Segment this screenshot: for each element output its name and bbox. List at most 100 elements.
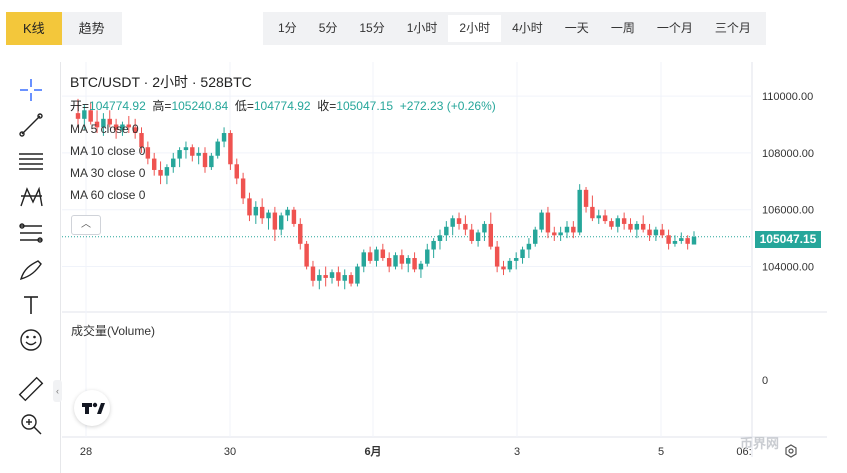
current-price-tag: 105047.15: [755, 231, 821, 248]
candle: [158, 161, 163, 185]
interval-2h[interactable]: 2小时: [448, 15, 502, 42]
candle-body: [469, 229, 474, 241]
candle-body: [336, 272, 341, 281]
candle: [666, 229, 671, 250]
candle-body: [590, 206, 595, 219]
candle-body: [386, 258, 392, 267]
legend-collapse-button[interactable]: ︿: [71, 215, 101, 235]
view-tabs: K线 趋势: [6, 12, 122, 45]
candle-body: [685, 238, 690, 244]
close-label: 收=: [317, 99, 337, 113]
low-value: 104774.92: [253, 99, 311, 113]
brush-icon[interactable]: [16, 254, 46, 284]
volume-axis-label: 0: [762, 375, 768, 387]
candle: [456, 212, 462, 230]
candle-body: [329, 272, 335, 278]
settings-gear-icon[interactable]: [784, 444, 798, 458]
candle-body: [653, 229, 659, 236]
y-tick-label: 106000.00: [762, 205, 814, 217]
candle: [126, 115, 132, 134]
y-tick-label: 108000.00: [762, 148, 814, 160]
projection-icon[interactable]: [16, 218, 46, 248]
tab-kline[interactable]: K线: [6, 12, 62, 45]
candle: [437, 229, 443, 250]
candle-body: [266, 212, 271, 219]
candle-body: [672, 240, 678, 244]
candle-body: [533, 229, 538, 244]
ruler-icon[interactable]: [16, 374, 46, 404]
interval-3mo[interactable]: 三个月: [714, 21, 751, 35]
text-icon[interactable]: [16, 290, 46, 320]
crosshair-icon[interactable]: [16, 75, 46, 105]
interval-5m[interactable]: 5分: [318, 21, 338, 35]
candle: [679, 232, 684, 244]
candle: [685, 235, 690, 250]
candle: [406, 255, 411, 273]
candle: [164, 164, 170, 185]
candle-body: [107, 118, 112, 125]
candle-body: [88, 110, 93, 122]
pattern-icon[interactable]: [16, 182, 46, 212]
candle: [482, 221, 487, 241]
candle-body: [139, 133, 144, 148]
tab-trend[interactable]: 趋势: [61, 12, 122, 45]
toolbar-collapse-handle[interactable]: ‹: [53, 380, 62, 402]
candle: [609, 218, 614, 230]
interval-1h[interactable]: 1小时: [406, 21, 438, 35]
candle: [660, 223, 665, 239]
candle-body: [482, 223, 487, 233]
candle-body: [323, 275, 328, 278]
candle: [323, 266, 328, 287]
candle-body: [628, 223, 633, 230]
candle: [196, 147, 201, 165]
y-tick-label: 104000.00: [762, 262, 814, 274]
candle-body: [634, 223, 640, 230]
candle: [336, 266, 341, 287]
candle-body: [361, 252, 366, 267]
candle-body: [615, 218, 621, 227]
interval-1mo[interactable]: 一个月: [656, 21, 693, 35]
trendline-icon[interactable]: [16, 110, 46, 140]
interval-1d[interactable]: 一天: [564, 21, 589, 35]
fib-lines-icon[interactable]: [16, 146, 46, 176]
candle: [590, 195, 595, 222]
candle-body: [577, 189, 582, 233]
high-value: 105240.84: [171, 99, 229, 113]
candle-body: [240, 178, 246, 199]
candle-body: [621, 218, 627, 224]
interval-1m[interactable]: 1分: [278, 21, 297, 35]
candle: [621, 212, 627, 230]
candle: [653, 226, 659, 241]
candle-body: [317, 275, 322, 281]
candle: [475, 229, 481, 247]
candle: [190, 144, 195, 162]
candle: [634, 221, 640, 239]
candle: [412, 252, 417, 273]
candle-body: [494, 246, 500, 267]
candle-body: [666, 235, 671, 244]
interval-1w[interactable]: 一周: [610, 21, 635, 35]
interval-15m[interactable]: 15分: [359, 21, 385, 35]
candle: [545, 206, 551, 239]
candle-body: [126, 124, 132, 128]
candle-body: [272, 212, 278, 230]
candle: [526, 238, 532, 259]
candle-body: [171, 158, 176, 168]
zoom-icon[interactable]: [16, 409, 46, 439]
candle: [494, 240, 500, 273]
interval-4h[interactable]: 4小时: [512, 21, 543, 35]
candle: [558, 226, 563, 241]
candle: [171, 152, 176, 173]
candle: [259, 198, 265, 224]
candle: [88, 101, 93, 125]
candle: [628, 218, 633, 233]
candle: [596, 209, 601, 224]
emoji-icon[interactable]: [16, 325, 46, 355]
candle: [151, 152, 157, 176]
candle: [132, 118, 138, 139]
candle-body: [132, 127, 138, 134]
tradingview-logo[interactable]: [74, 390, 110, 426]
candle: [177, 147, 182, 168]
candle: [317, 269, 322, 290]
